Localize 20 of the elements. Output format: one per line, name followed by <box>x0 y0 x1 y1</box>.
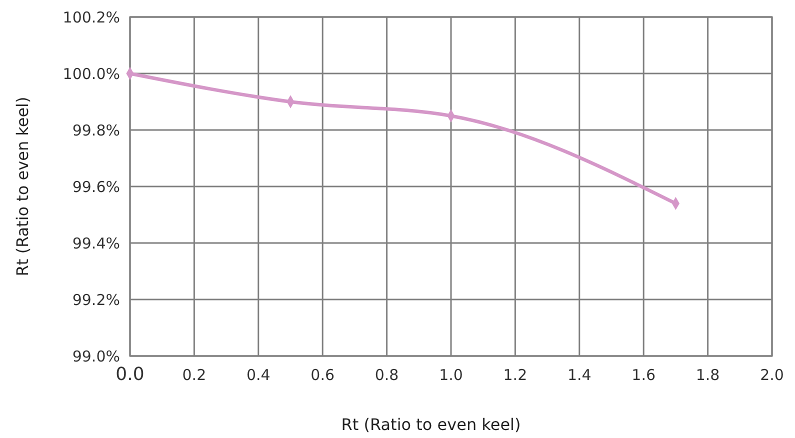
x-tick-label: 0.0 <box>116 364 144 385</box>
x-axis-title: Rt (Ratio to even keel) <box>341 415 521 434</box>
x-tick-label: 0.6 <box>310 366 335 384</box>
x-tick-label: 0.8 <box>374 366 399 384</box>
y-tick-label: 99.2% <box>72 290 120 309</box>
x-tick-label: 2.0 <box>760 366 784 384</box>
y-tick-label: 99.8% <box>72 121 120 140</box>
x-tick-label: 1.6 <box>632 366 656 384</box>
y-tick-label: 99.4% <box>72 234 120 252</box>
y-tick-label: 99.6% <box>72 178 120 196</box>
x-tick-label: 1.8 <box>696 366 720 384</box>
x-tick-label: 0.4 <box>246 366 270 384</box>
y-tick-label: 100.0% <box>62 64 120 83</box>
y-tick-label: 99.0% <box>72 347 120 366</box>
x-tick-label: 1.4 <box>567 366 592 384</box>
x-tick-label: 1.2 <box>503 366 528 384</box>
y-axis-title: Rt (Ratio to even keel) <box>13 96 32 276</box>
y-tick-label: 100.2% <box>62 8 120 26</box>
x-tick-label: 1.0 <box>439 366 463 384</box>
x-tick-label: 0.2 <box>182 366 206 384</box>
